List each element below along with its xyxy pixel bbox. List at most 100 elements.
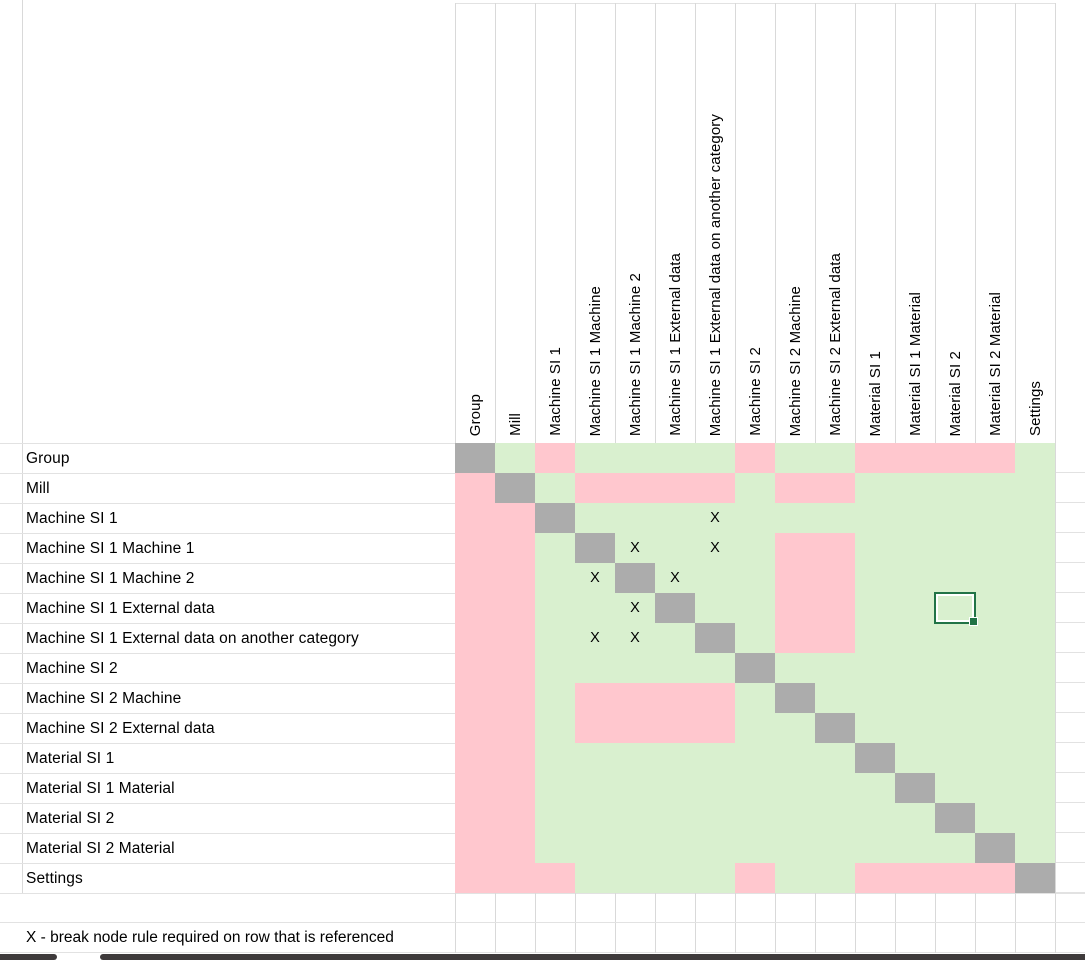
row-label-cell-3[interactable]: Machine SI 1 — [0, 504, 455, 534]
matrix-cell-r9-c14[interactable] — [975, 683, 1015, 713]
matrix-cell-r11-c11[interactable] — [855, 743, 895, 773]
matrix-cell-r2-c9[interactable] — [775, 473, 815, 503]
matrix-cell-r5-c7[interactable] — [695, 563, 735, 593]
matrix-cell-r8-c11[interactable] — [855, 653, 895, 683]
matrix-cell-r2-c13[interactable] — [935, 473, 975, 503]
matrix-cell-r12-c3[interactable] — [535, 773, 575, 803]
matrix-cell-r7-c13[interactable] — [935, 623, 975, 653]
matrix-cell-r1-c1[interactable] — [455, 443, 495, 473]
matrix-cell-r6-c1[interactable] — [455, 593, 495, 623]
matrix-cell-r7-c15[interactable] — [1015, 623, 1055, 653]
matrix-cell-r3-c7[interactable]: X — [695, 503, 735, 533]
matrix-cell-r4-c2[interactable] — [495, 533, 535, 563]
matrix-cell-r3-c8[interactable] — [735, 503, 775, 533]
row-label-cell-12[interactable]: Material SI 1 Material — [0, 774, 455, 804]
matrix-cell-r7-c5[interactable]: X — [615, 623, 655, 653]
matrix-cell-r13-c8[interactable] — [735, 803, 775, 833]
fill-handle[interactable] — [969, 617, 978, 626]
matrix-cell-r5-c10[interactable] — [815, 563, 855, 593]
matrix-cell-r3-c2[interactable] — [495, 503, 535, 533]
matrix-cell-r1-c4[interactable] — [575, 443, 615, 473]
matrix-cell-r2-c12[interactable] — [895, 473, 935, 503]
active-cell-border[interactable] — [934, 592, 978, 626]
column-header-cell-1[interactable]: Group — [456, 3, 496, 443]
matrix-cell-r14-c2[interactable] — [495, 833, 535, 863]
matrix-cell-r2-c2[interactable] — [495, 473, 535, 503]
matrix-cell-r8-c10[interactable] — [815, 653, 855, 683]
matrix-cell-r6-c6[interactable] — [655, 593, 695, 623]
matrix-cell-r13-c12[interactable] — [895, 803, 935, 833]
matrix-cell-r5-c1[interactable] — [455, 563, 495, 593]
matrix-cell-r13-c15[interactable] — [1015, 803, 1055, 833]
matrix-cell-r6-c7[interactable] — [695, 593, 735, 623]
column-header-cell-5[interactable]: Machine SI 1 Machine 2 — [616, 3, 656, 443]
row-label-cell-5[interactable]: Machine SI 1 Machine 2 — [0, 564, 455, 594]
matrix-cell-r8-c14[interactable] — [975, 653, 1015, 683]
matrix-cell-r7-c12[interactable] — [895, 623, 935, 653]
matrix-cell-r2-c6[interactable] — [655, 473, 695, 503]
matrix-cell-r6-c2[interactable] — [495, 593, 535, 623]
matrix-cell-r15-c8[interactable] — [735, 863, 775, 893]
matrix-cell-r1-c11[interactable] — [855, 443, 895, 473]
matrix-cell-r14-c5[interactable] — [615, 833, 655, 863]
matrix-cell-r9-c9[interactable] — [775, 683, 815, 713]
matrix-cell-r14-c12[interactable] — [895, 833, 935, 863]
matrix-cell-r9-c13[interactable] — [935, 683, 975, 713]
matrix-cell-r15-c14[interactable] — [975, 863, 1015, 893]
matrix-cell-r14-c14[interactable] — [975, 833, 1015, 863]
matrix-cell-r2-c4[interactable] — [575, 473, 615, 503]
matrix-cell-r3-c15[interactable] — [1015, 503, 1055, 533]
matrix-cell-r4-c8[interactable] — [735, 533, 775, 563]
matrix-cell-r4-c14[interactable] — [975, 533, 1015, 563]
matrix-cell-r15-c15[interactable] — [1015, 863, 1055, 893]
matrix-cell-r13-c6[interactable] — [655, 803, 695, 833]
matrix-cell-r9-c5[interactable] — [615, 683, 655, 713]
matrix-cell-r5-c8[interactable] — [735, 563, 775, 593]
row-label-cell-13[interactable]: Material SI 2 — [0, 804, 455, 834]
matrix-cell-r14-c6[interactable] — [655, 833, 695, 863]
matrix-cell-r12-c9[interactable] — [775, 773, 815, 803]
column-header-cell-7[interactable]: Machine SI 1 External data on another ca… — [696, 3, 736, 443]
matrix-cell-r13-c3[interactable] — [535, 803, 575, 833]
matrix-cell-r12-c10[interactable] — [815, 773, 855, 803]
matrix-cell-r9-c15[interactable] — [1015, 683, 1055, 713]
row-label-cell-15[interactable]: Settings — [0, 864, 455, 894]
matrix-cell-r5-c15[interactable] — [1015, 563, 1055, 593]
matrix-cell-r13-c9[interactable] — [775, 803, 815, 833]
matrix-cell-r4-c15[interactable] — [1015, 533, 1055, 563]
column-header-cell-11[interactable]: Material SI 1 — [856, 3, 896, 443]
matrix-cell-r3-c6[interactable] — [655, 503, 695, 533]
matrix-cell-r10-c6[interactable] — [655, 713, 695, 743]
matrix-cell-r6-c11[interactable] — [855, 593, 895, 623]
matrix-cell-r15-c11[interactable] — [855, 863, 895, 893]
matrix-cell-r2-c3[interactable] — [535, 473, 575, 503]
matrix-cell-r9-c8[interactable] — [735, 683, 775, 713]
matrix-cell-r11-c14[interactable] — [975, 743, 1015, 773]
matrix-cell-r14-c9[interactable] — [775, 833, 815, 863]
matrix-cell-r4-c9[interactable] — [775, 533, 815, 563]
matrix-cell-r4-c10[interactable] — [815, 533, 855, 563]
matrix-cell-r2-c1[interactable] — [455, 473, 495, 503]
matrix-cell-r6-c15[interactable] — [1015, 593, 1055, 623]
matrix-cell-r11-c10[interactable] — [815, 743, 855, 773]
row-label-cell-6[interactable]: Machine SI 1 External data — [0, 594, 455, 624]
matrix-cell-r13-c11[interactable] — [855, 803, 895, 833]
row-label-cell-14[interactable]: Material SI 2 Material — [0, 834, 455, 864]
matrix-cell-r6-c12[interactable] — [895, 593, 935, 623]
matrix-cell-r14-c10[interactable] — [815, 833, 855, 863]
matrix-cell-r1-c2[interactable] — [495, 443, 535, 473]
matrix-cell-r14-c13[interactable] — [935, 833, 975, 863]
matrix-cell-r8-c8[interactable] — [735, 653, 775, 683]
matrix-cell-r5-c2[interactable] — [495, 563, 535, 593]
matrix-cell-r7-c6[interactable] — [655, 623, 695, 653]
matrix-cell-r11-c15[interactable] — [1015, 743, 1055, 773]
matrix-cell-r10-c15[interactable] — [1015, 713, 1055, 743]
matrix-cell-r3-c12[interactable] — [895, 503, 935, 533]
matrix-cell-r3-c5[interactable] — [615, 503, 655, 533]
matrix-cell-r3-c9[interactable] — [775, 503, 815, 533]
matrix-cell-r10-c14[interactable] — [975, 713, 1015, 743]
matrix-cell-r1-c14[interactable] — [975, 443, 1015, 473]
matrix-cell-r11-c5[interactable] — [615, 743, 655, 773]
matrix-cell-r12-c5[interactable] — [615, 773, 655, 803]
matrix-cell-r12-c6[interactable] — [655, 773, 695, 803]
